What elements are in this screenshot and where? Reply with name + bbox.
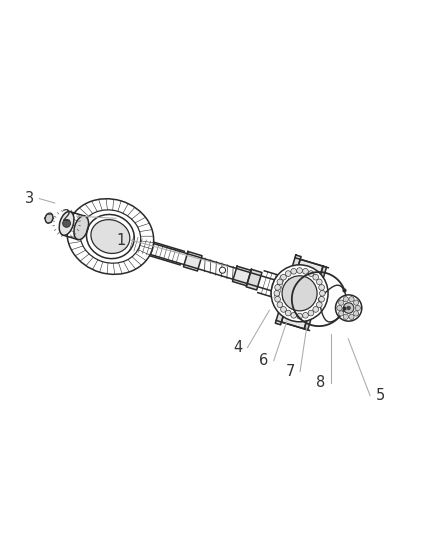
Circle shape — [319, 296, 325, 302]
Ellipse shape — [45, 213, 53, 223]
Text: 5: 5 — [375, 388, 385, 403]
Circle shape — [308, 310, 314, 316]
Polygon shape — [93, 226, 324, 306]
Polygon shape — [233, 266, 251, 286]
Polygon shape — [304, 266, 326, 330]
Circle shape — [313, 274, 318, 280]
Circle shape — [317, 302, 322, 308]
Circle shape — [297, 313, 303, 319]
Circle shape — [336, 295, 362, 321]
Circle shape — [286, 310, 291, 316]
Text: 1: 1 — [117, 233, 126, 248]
Circle shape — [313, 306, 318, 312]
Text: 7: 7 — [286, 364, 295, 379]
Circle shape — [343, 303, 354, 313]
Circle shape — [349, 314, 354, 319]
Circle shape — [219, 267, 226, 273]
Circle shape — [274, 290, 279, 296]
Ellipse shape — [282, 276, 317, 311]
Text: 2: 2 — [62, 208, 71, 224]
Circle shape — [275, 296, 280, 302]
Text: 6: 6 — [259, 353, 268, 368]
Circle shape — [275, 285, 280, 290]
Circle shape — [337, 305, 342, 311]
Ellipse shape — [74, 216, 88, 240]
Polygon shape — [282, 260, 323, 329]
Circle shape — [63, 220, 71, 228]
Polygon shape — [276, 255, 301, 325]
Circle shape — [355, 305, 360, 311]
Circle shape — [343, 297, 349, 302]
Ellipse shape — [271, 265, 328, 322]
Polygon shape — [184, 252, 202, 271]
Circle shape — [303, 312, 308, 318]
Circle shape — [297, 268, 303, 273]
Ellipse shape — [67, 199, 154, 274]
Circle shape — [281, 306, 286, 312]
Text: 4: 4 — [233, 340, 242, 355]
Text: 8: 8 — [316, 375, 325, 390]
Circle shape — [277, 279, 283, 285]
Circle shape — [281, 274, 286, 280]
Circle shape — [346, 306, 351, 310]
Text: 3: 3 — [25, 191, 34, 206]
Circle shape — [353, 300, 359, 305]
Circle shape — [317, 279, 322, 285]
Circle shape — [349, 297, 354, 302]
Circle shape — [320, 290, 325, 296]
Circle shape — [339, 300, 344, 305]
Circle shape — [277, 302, 283, 308]
Circle shape — [353, 311, 359, 316]
Circle shape — [303, 269, 308, 274]
Polygon shape — [246, 269, 262, 290]
Circle shape — [291, 312, 297, 318]
Circle shape — [291, 269, 297, 274]
Ellipse shape — [91, 220, 130, 254]
Circle shape — [339, 311, 344, 316]
Ellipse shape — [59, 212, 74, 235]
Circle shape — [343, 314, 349, 319]
Circle shape — [286, 271, 291, 277]
Circle shape — [308, 271, 314, 277]
Circle shape — [319, 285, 325, 290]
